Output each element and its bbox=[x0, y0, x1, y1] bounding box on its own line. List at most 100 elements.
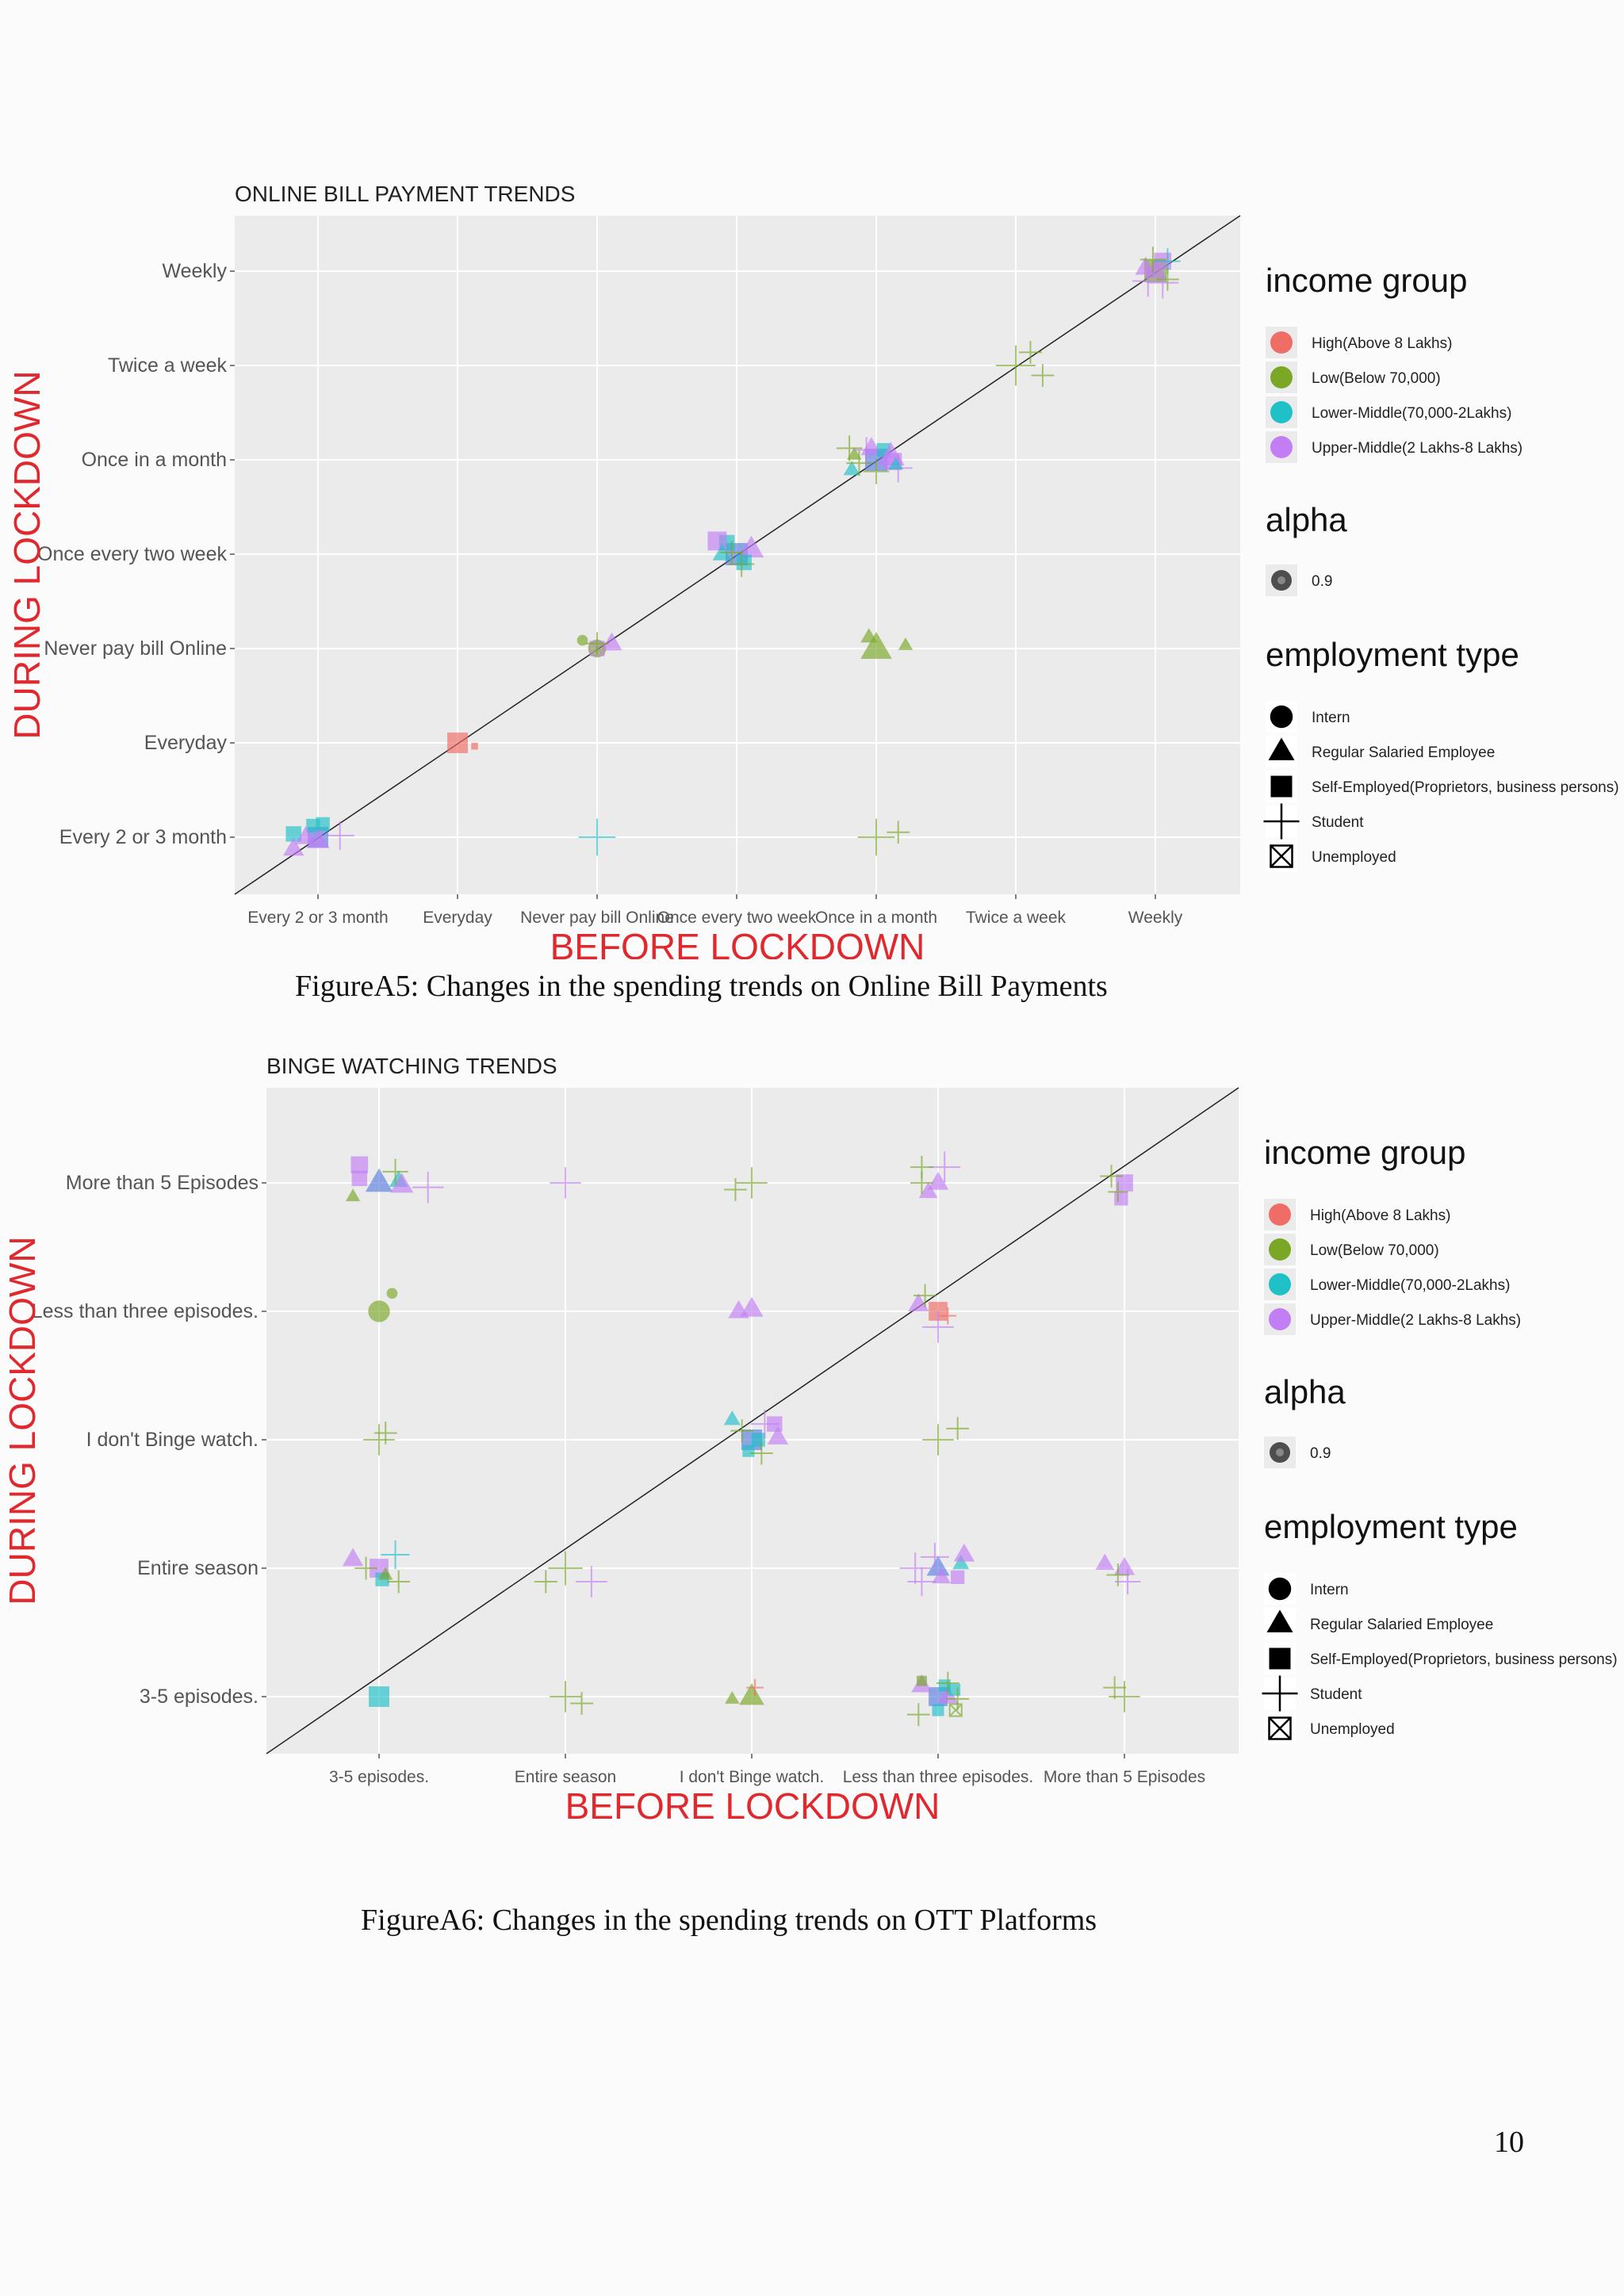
legend-income-swatch bbox=[1270, 401, 1293, 423]
data-point bbox=[1143, 258, 1167, 279]
x-tick-label: Twice a week bbox=[966, 909, 1067, 927]
legend-employment-label: Student bbox=[1310, 1686, 1362, 1703]
data-point bbox=[1095, 1553, 1115, 1571]
y-tick-label: Never pay bill Online bbox=[44, 637, 227, 660]
legend-income-label: Upper-Middle(2 Lakhs-8 Lakhs) bbox=[1312, 440, 1522, 457]
legend-income-swatch bbox=[1270, 366, 1293, 388]
data-point bbox=[767, 1426, 789, 1445]
legend-income-title: income group bbox=[1266, 262, 1467, 299]
data-point bbox=[920, 1542, 949, 1571]
legend-income-swatch bbox=[1269, 1308, 1291, 1330]
data-point bbox=[887, 821, 910, 844]
points-layer bbox=[283, 247, 1181, 856]
data-point bbox=[1108, 1181, 1128, 1202]
data-point bbox=[843, 461, 860, 476]
data-point bbox=[914, 1284, 936, 1307]
data-point bbox=[576, 634, 588, 646]
figure-a5-caption: FigureA5: Changes in the spending trends… bbox=[295, 970, 1108, 1003]
x-axis-title: BEFORE LOCKDOWN bbox=[550, 926, 925, 959]
data-point bbox=[368, 1300, 390, 1322]
data-point bbox=[1147, 266, 1179, 299]
x-tick-label: Weekly bbox=[1128, 909, 1183, 927]
data-point bbox=[351, 1170, 368, 1187]
data-point bbox=[724, 1178, 747, 1201]
data-point bbox=[369, 1686, 389, 1707]
data-point bbox=[742, 1445, 755, 1457]
data-point bbox=[1114, 1192, 1128, 1206]
y-axis-title: DURING LOCKDOWN bbox=[2, 1236, 43, 1605]
legend-income-swatch bbox=[1269, 1238, 1291, 1261]
legend-alpha-swatch-inner bbox=[1277, 576, 1285, 584]
x-tick-label: Once every two week bbox=[657, 909, 817, 927]
data-point bbox=[728, 551, 755, 577]
legend-employment-swatch bbox=[1262, 1675, 1298, 1712]
data-point bbox=[1019, 340, 1042, 364]
x-tick-label: More than 5 Episodes bbox=[1044, 1768, 1205, 1786]
data-point bbox=[910, 1171, 933, 1195]
chart-title: ONLINE BILL PAYMENT TRENDS bbox=[235, 182, 575, 206]
legend-income-swatch bbox=[1270, 331, 1293, 354]
data-point bbox=[1103, 1676, 1127, 1700]
legend-employment-label: Self-Employed(Proprietors, business pers… bbox=[1312, 779, 1619, 796]
data-point bbox=[936, 1671, 959, 1695]
data-point bbox=[1100, 1165, 1123, 1188]
legend-income-label: High(Above 8 Lakhs) bbox=[1312, 335, 1452, 352]
data-point bbox=[381, 1540, 410, 1569]
identity-diagonal bbox=[266, 1087, 1239, 1755]
data-point bbox=[739, 1683, 764, 1705]
data-point bbox=[1139, 247, 1166, 273]
data-point bbox=[922, 1424, 954, 1456]
data-point bbox=[995, 345, 1036, 386]
data-point bbox=[316, 817, 330, 831]
data-point bbox=[888, 457, 903, 470]
legend-employment-swatch bbox=[1270, 705, 1293, 729]
data-point bbox=[853, 437, 879, 463]
data-point bbox=[1114, 1568, 1141, 1595]
data-point bbox=[720, 541, 744, 564]
data-point bbox=[585, 632, 609, 656]
data-point bbox=[723, 1410, 741, 1425]
data-point bbox=[953, 1543, 975, 1562]
legend-alpha-title: alpha bbox=[1266, 501, 1347, 538]
legend-income-swatch bbox=[1269, 1273, 1291, 1295]
data-point bbox=[386, 1288, 398, 1299]
data-point bbox=[749, 1441, 773, 1465]
data-point bbox=[939, 1307, 957, 1325]
legend-income-swatch bbox=[1270, 436, 1293, 458]
data-point bbox=[377, 1567, 393, 1580]
data-point bbox=[751, 1433, 765, 1447]
legend-employment-swatch bbox=[1268, 1716, 1292, 1740]
legend-employment-label: Intern bbox=[1310, 1582, 1349, 1598]
data-point bbox=[412, 1171, 444, 1203]
y-tick-label: Everyday bbox=[144, 732, 228, 754]
chart-title: BINGE WATCHING TRENDS bbox=[266, 1054, 557, 1078]
data-point bbox=[295, 825, 316, 844]
data-point bbox=[725, 1690, 740, 1704]
data-point bbox=[306, 828, 330, 848]
chart-online-bill-payment: ONLINE BILL PAYMENT TRENDS Every 2 or 3 m… bbox=[6, 182, 1619, 959]
legend-employment-label: Unemployed bbox=[1310, 1721, 1395, 1738]
data-point bbox=[750, 1410, 779, 1439]
data-point bbox=[447, 733, 468, 753]
legend-employment-label: Unemployed bbox=[1312, 849, 1396, 866]
data-point bbox=[550, 1167, 581, 1199]
data-point bbox=[736, 1167, 768, 1199]
legend-income-label: Low(Below 70,000) bbox=[1312, 370, 1441, 387]
data-point bbox=[1116, 1174, 1133, 1192]
y-tick-label: Every 2 or 3 month bbox=[59, 826, 227, 848]
data-point bbox=[951, 1570, 965, 1584]
legend-employment-swatch bbox=[1268, 737, 1295, 760]
data-point bbox=[1156, 268, 1179, 291]
legend-employment-swatch bbox=[1263, 803, 1300, 840]
data-point bbox=[471, 742, 478, 750]
data-point bbox=[932, 1567, 951, 1584]
data-point bbox=[906, 1703, 930, 1727]
data-point bbox=[746, 1678, 764, 1697]
figure-a6-caption: FigureA6: Changes in the spending trends… bbox=[361, 1904, 1097, 1937]
legend-employment-label: Intern bbox=[1312, 710, 1350, 726]
x-tick-label: Less than three episodes. bbox=[843, 1768, 1034, 1786]
legend-employment-swatch bbox=[1269, 1647, 1291, 1670]
data-point bbox=[918, 1181, 938, 1199]
page-number: 10 bbox=[1494, 2126, 1524, 2159]
y-tick-label: I don't Binge watch. bbox=[86, 1429, 259, 1451]
